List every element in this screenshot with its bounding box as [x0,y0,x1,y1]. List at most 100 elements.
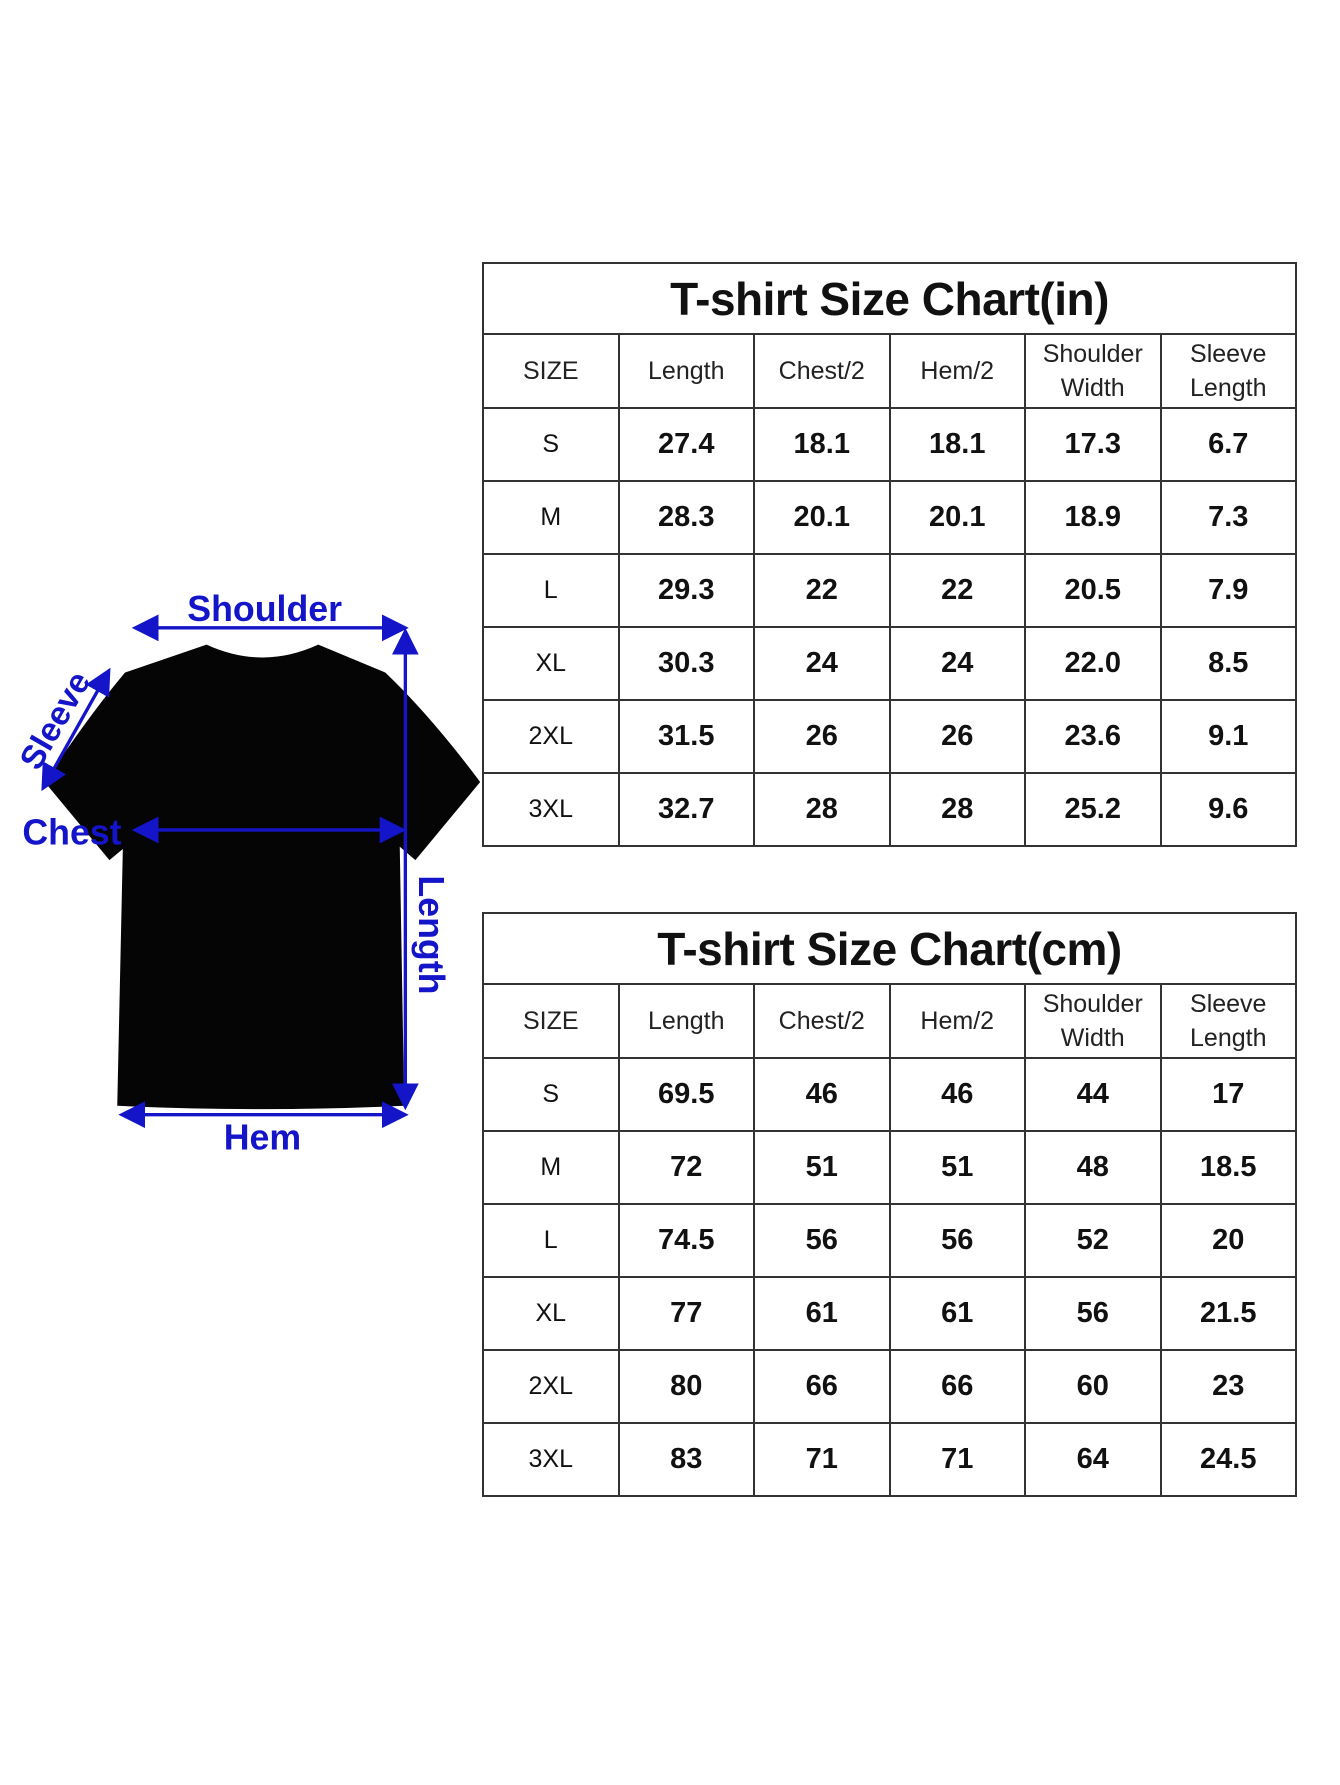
measurement-cell: 22.0 [1024,626,1162,701]
measurement-cell: 31.5 [617,699,755,774]
hem-label: Hem [224,1117,301,1157]
measurement-cell: 20.1 [888,480,1026,555]
column-header: Shoulder Width [1024,333,1162,409]
size-cell: 2XL [482,1349,620,1424]
measurement-cell: 26 [753,699,891,774]
table-row: L 74.5 56 56 52 20 [482,1203,1297,1278]
column-header: Length [617,333,755,409]
measurement-cell: 44 [1024,1057,1162,1132]
table-row: 3XL 32.7 28 28 25.2 9.6 [482,772,1297,847]
measurement-cell: 56 [753,1203,891,1278]
measurement-cell: 51 [888,1130,1026,1205]
header-row: SIZE Length Chest/2 Hem/2 Shoulder Width Slee… [482,333,1297,409]
sleeve-arrow [41,667,111,792]
size-chart-inches: T-shirt Size Chart(in) SIZE Length Chest/2 H… [482,262,1297,847]
measurement-cell: 7.9 [1159,553,1297,628]
measurement-cell: 18.9 [1024,480,1162,555]
measurement-cell: 24 [888,626,1026,701]
measurement-cell: 20 [1159,1203,1297,1278]
size-cell: 3XL [482,1422,620,1497]
measurement-cell: 61 [888,1276,1026,1351]
measurement-cell: 46 [888,1057,1026,1132]
measurement-cell: 17 [1159,1057,1297,1132]
column-header: Hem/2 [888,983,1026,1059]
measurement-cell: 48 [1024,1130,1162,1205]
measurement-cell: 9.6 [1159,772,1297,847]
measurement-cell: 24 [753,626,891,701]
table-row: 3XL 83 71 71 64 24.5 [482,1422,1297,1497]
size-cell: M [482,1130,620,1205]
table-title: T-shirt Size Chart(in) [482,262,1297,335]
table-row: XL 30.3 24 24 22.0 8.5 [482,626,1297,701]
column-header: Chest/2 [753,333,891,409]
measurement-cell: 69.5 [617,1057,755,1132]
measurement-cell: 71 [888,1422,1026,1497]
size-cell: L [482,1203,620,1278]
column-header: Sleeve Length [1159,333,1297,409]
measurement-cell: 21.5 [1159,1276,1297,1351]
measurement-cell: 28 [753,772,891,847]
measurement-cell: 61 [753,1276,891,1351]
size-cell: S [482,407,620,482]
column-header: Length [617,983,755,1059]
table-title: T-shirt Size Chart(cm) [482,912,1297,985]
measurement-cell: 23 [1159,1349,1297,1424]
size-cell: 2XL [482,699,620,774]
column-header: SIZE [482,333,620,409]
measurement-cell: 18.1 [888,407,1026,482]
measurement-cell: 56 [888,1203,1026,1278]
measurement-cell: 20.5 [1024,553,1162,628]
measurement-cell: 24.5 [1159,1422,1297,1497]
measurement-cell: 25.2 [1024,772,1162,847]
measurement-cell: 46 [753,1057,891,1132]
measurement-cell: 26 [888,699,1026,774]
table-row: M 72 51 51 48 18.5 [482,1130,1297,1205]
table-row: XL 77 61 61 56 21.5 [482,1276,1297,1351]
measurement-cell: 29.3 [617,553,755,628]
measurement-cell: 17.3 [1024,407,1162,482]
measurement-cell: 18.5 [1159,1130,1297,1205]
shoulder-label: Shoulder [187,589,342,629]
measurement-cell: 20.1 [753,480,891,555]
size-cell: 3XL [482,772,620,847]
measurement-cell: 80 [617,1349,755,1424]
table-row: 2XL 80 66 66 60 23 [482,1349,1297,1424]
column-header: Chest/2 [753,983,891,1059]
size-cell: L [482,553,620,628]
column-header: Hem/2 [888,333,1026,409]
table-row: M 28.3 20.1 20.1 18.9 7.3 [482,480,1297,555]
measurement-cell: 27.4 [617,407,755,482]
measurement-cell: 30.3 [617,626,755,701]
measurement-cell: 18.1 [753,407,891,482]
table-row: S 27.4 18.1 18.1 17.3 6.7 [482,407,1297,482]
column-header: SIZE [482,983,620,1059]
column-header: Sleeve Length [1159,983,1297,1059]
measurement-cell: 9.1 [1159,699,1297,774]
table-row: S 69.5 46 46 44 17 [482,1057,1297,1132]
measurement-cell: 71 [753,1422,891,1497]
measurement-cell: 77 [617,1276,755,1351]
measurement-cell: 51 [753,1130,891,1205]
measurement-cell: 6.7 [1159,407,1297,482]
measurement-cell: 28.3 [617,480,755,555]
measurement-cell: 52 [1024,1203,1162,1278]
tshirt-silhouette [44,644,481,1110]
column-header: Shoulder Width [1024,983,1162,1059]
measurement-cell: 72 [617,1130,755,1205]
size-cell: XL [482,626,620,701]
length-label: Length [411,875,451,994]
measurement-cell: 66 [888,1349,1026,1424]
measurement-cell: 22 [888,553,1026,628]
table-row: L 29.3 22 22 20.5 7.9 [482,553,1297,628]
table-row: 2XL 31.5 26 26 23.6 9.1 [482,699,1297,774]
measurement-cell: 66 [753,1349,891,1424]
measurement-cell: 74.5 [617,1203,755,1278]
header-row: SIZE Length Chest/2 Hem/2 Shoulder Width Slee… [482,983,1297,1059]
measurement-cell: 8.5 [1159,626,1297,701]
measurement-cell: 22 [753,553,891,628]
chest-label: Chest [22,812,121,852]
measurement-cell: 83 [617,1422,755,1497]
measurement-cell: 7.3 [1159,480,1297,555]
measurement-cell: 64 [1024,1422,1162,1497]
